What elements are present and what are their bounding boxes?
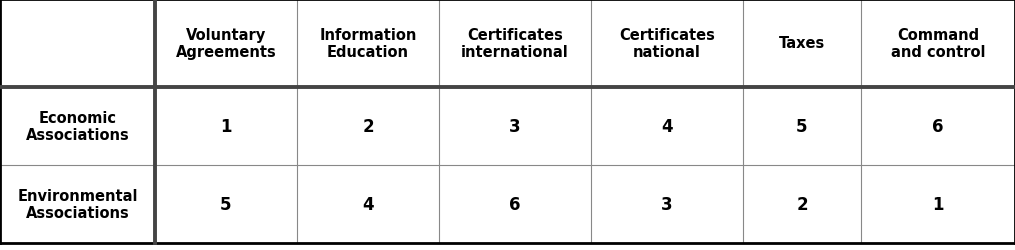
Text: Command
and control: Command and control: [891, 28, 986, 60]
Text: Voluntary
Agreements: Voluntary Agreements: [176, 28, 276, 60]
Text: 1: 1: [932, 195, 944, 213]
Text: Environmental
Associations: Environmental Associations: [17, 188, 138, 220]
Text: 5: 5: [796, 118, 808, 136]
Text: 4: 4: [661, 118, 673, 136]
Text: 3: 3: [510, 118, 521, 136]
Text: 6: 6: [932, 118, 944, 136]
Text: 2: 2: [362, 118, 374, 136]
Text: Certificates
international: Certificates international: [461, 28, 568, 60]
Text: 3: 3: [661, 195, 673, 213]
Text: Taxes: Taxes: [779, 36, 825, 51]
Text: Certificates
national: Certificates national: [619, 28, 715, 60]
Text: Economic
Associations: Economic Associations: [25, 110, 129, 143]
Text: 4: 4: [362, 195, 374, 213]
Text: 1: 1: [220, 118, 231, 136]
Text: 5: 5: [220, 195, 231, 213]
Text: Information
Education: Information Education: [320, 28, 417, 60]
Text: 2: 2: [796, 195, 808, 213]
Text: 6: 6: [510, 195, 521, 213]
